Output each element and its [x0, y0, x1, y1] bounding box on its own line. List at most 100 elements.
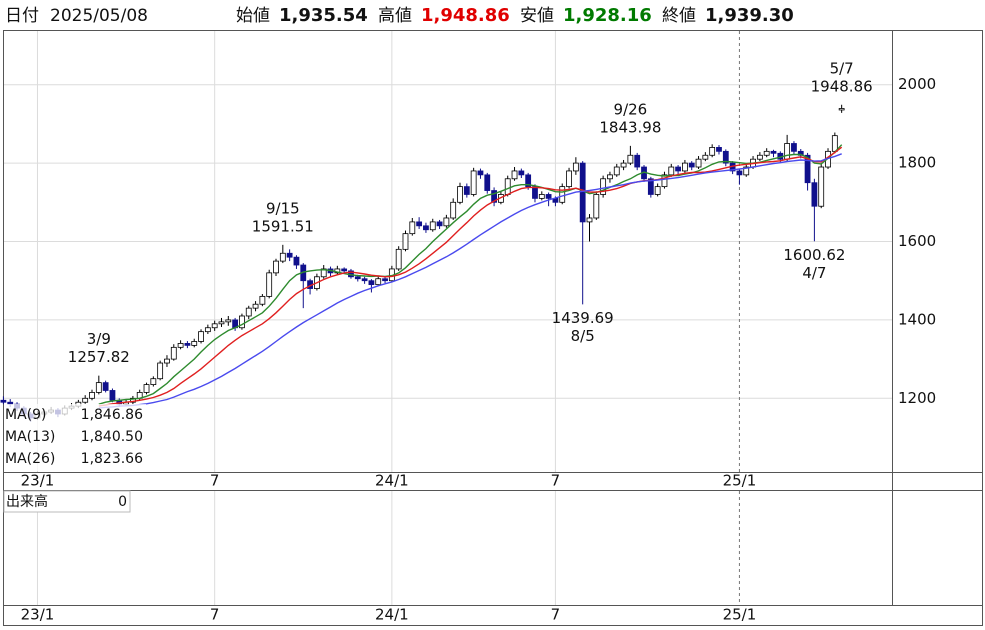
candle-body — [129, 397, 136, 403]
annotation-date: 9/26 — [614, 100, 648, 118]
volume-value: 0 — [118, 494, 127, 510]
candle-body — [675, 166, 681, 172]
candle-body — [429, 221, 436, 231]
candle-body — [818, 166, 825, 207]
y-tick-label: 1200 — [898, 389, 936, 407]
x-tick-label-lower: 7 — [210, 606, 220, 624]
high-value: 1,948.86 — [421, 5, 510, 26]
candle-body — [170, 346, 177, 360]
annotation-value: 1843.98 — [599, 118, 661, 136]
candle-body — [784, 143, 791, 160]
candle-body — [716, 147, 722, 152]
candle-body — [484, 174, 491, 191]
x-tick-label: 7 — [210, 472, 220, 490]
candle-body — [252, 303, 259, 309]
annotation-date: 9/15 — [266, 199, 300, 217]
close-value: 1,939.30 — [705, 5, 794, 26]
candle-body — [518, 170, 525, 176]
y-tick-label: 1600 — [898, 232, 936, 250]
candle-body — [572, 162, 579, 172]
legend-name: MA(13) — [5, 429, 55, 445]
candle-body — [286, 252, 293, 258]
candle-body — [354, 276, 361, 280]
x-tick-label: 7 — [551, 472, 561, 490]
candle-body — [375, 278, 382, 286]
x-tick-label-lower: 23/1 — [21, 606, 55, 624]
candle-body — [382, 278, 388, 282]
candle-body — [831, 135, 838, 152]
candle-body — [491, 190, 497, 203]
candle-body — [627, 154, 634, 164]
candle-body — [259, 295, 266, 305]
candle-body — [416, 221, 423, 227]
candle-body — [211, 323, 218, 329]
candle-body — [177, 343, 184, 348]
candle-body — [756, 154, 763, 160]
legend: MA(9) 1,846.86 MA(13) 1,840.50 MA(26) 1,823.6… — [4, 404, 146, 471]
candle-body — [341, 268, 348, 272]
candle-body — [436, 221, 443, 227]
candle-body — [457, 186, 463, 203]
candle-body — [320, 268, 327, 278]
candle-body — [423, 225, 429, 231]
legend-value: 1,840.50 — [81, 429, 143, 445]
candle-body — [184, 343, 191, 346]
candle-body — [743, 166, 750, 176]
candle-body — [463, 186, 470, 195]
x-tick-label-lower: 7 — [551, 606, 561, 624]
frames — [3, 30, 983, 626]
candle-body — [709, 147, 716, 156]
candle-body — [538, 194, 545, 199]
candle-body — [661, 174, 668, 188]
candle-body — [763, 150, 770, 156]
x-tick-label: 25/1 — [723, 472, 757, 490]
candle-body — [109, 390, 116, 401]
candle-body — [95, 382, 102, 393]
candle-body — [245, 307, 252, 317]
candle-body — [702, 154, 709, 160]
candle-body — [688, 162, 695, 168]
volume-label-box — [3, 490, 131, 513]
candle-body — [770, 150, 777, 154]
date: 2025/05/08 — [50, 6, 148, 26]
date-label: 日付 — [5, 6, 39, 26]
candle-body — [225, 319, 232, 323]
candle-body — [695, 158, 702, 168]
low-value: 1,928.16 — [563, 5, 652, 26]
open-label: 始値 — [236, 6, 270, 26]
annotation-value: 1948.86 — [811, 77, 873, 95]
candle-body — [634, 154, 641, 168]
candle-body — [600, 178, 607, 195]
candle-body — [654, 186, 661, 195]
candle-body — [682, 162, 688, 172]
legend-value: 1,823.66 — [81, 451, 143, 467]
annotation-date: 5/7 — [830, 59, 854, 77]
grid — [4, 31, 892, 605]
candle-body — [191, 341, 198, 346]
high-label: 高値 — [378, 6, 412, 26]
candle-body — [89, 392, 95, 399]
candle-body — [620, 162, 627, 168]
candle-body — [477, 170, 484, 176]
candle-body — [532, 186, 538, 199]
low-label: 安値 — [520, 6, 554, 26]
candle-body — [102, 382, 109, 391]
candle-body — [545, 194, 552, 199]
x-tick-label-lower: 25/1 — [723, 606, 757, 624]
candle-body — [143, 384, 150, 393]
close-label: 終値 — [662, 6, 696, 26]
candle-body — [797, 150, 804, 156]
candle-body — [586, 217, 593, 223]
candle-body — [218, 321, 225, 325]
candle-body — [804, 154, 811, 184]
y-tick-label: 1400 — [898, 310, 936, 328]
candle-body — [279, 252, 286, 262]
candle-body — [613, 166, 620, 176]
x-tick-label: 23/1 — [21, 472, 55, 490]
candle-body — [266, 272, 273, 297]
candle-body — [239, 315, 245, 329]
candle-body — [443, 217, 450, 227]
candle-body — [504, 178, 511, 195]
